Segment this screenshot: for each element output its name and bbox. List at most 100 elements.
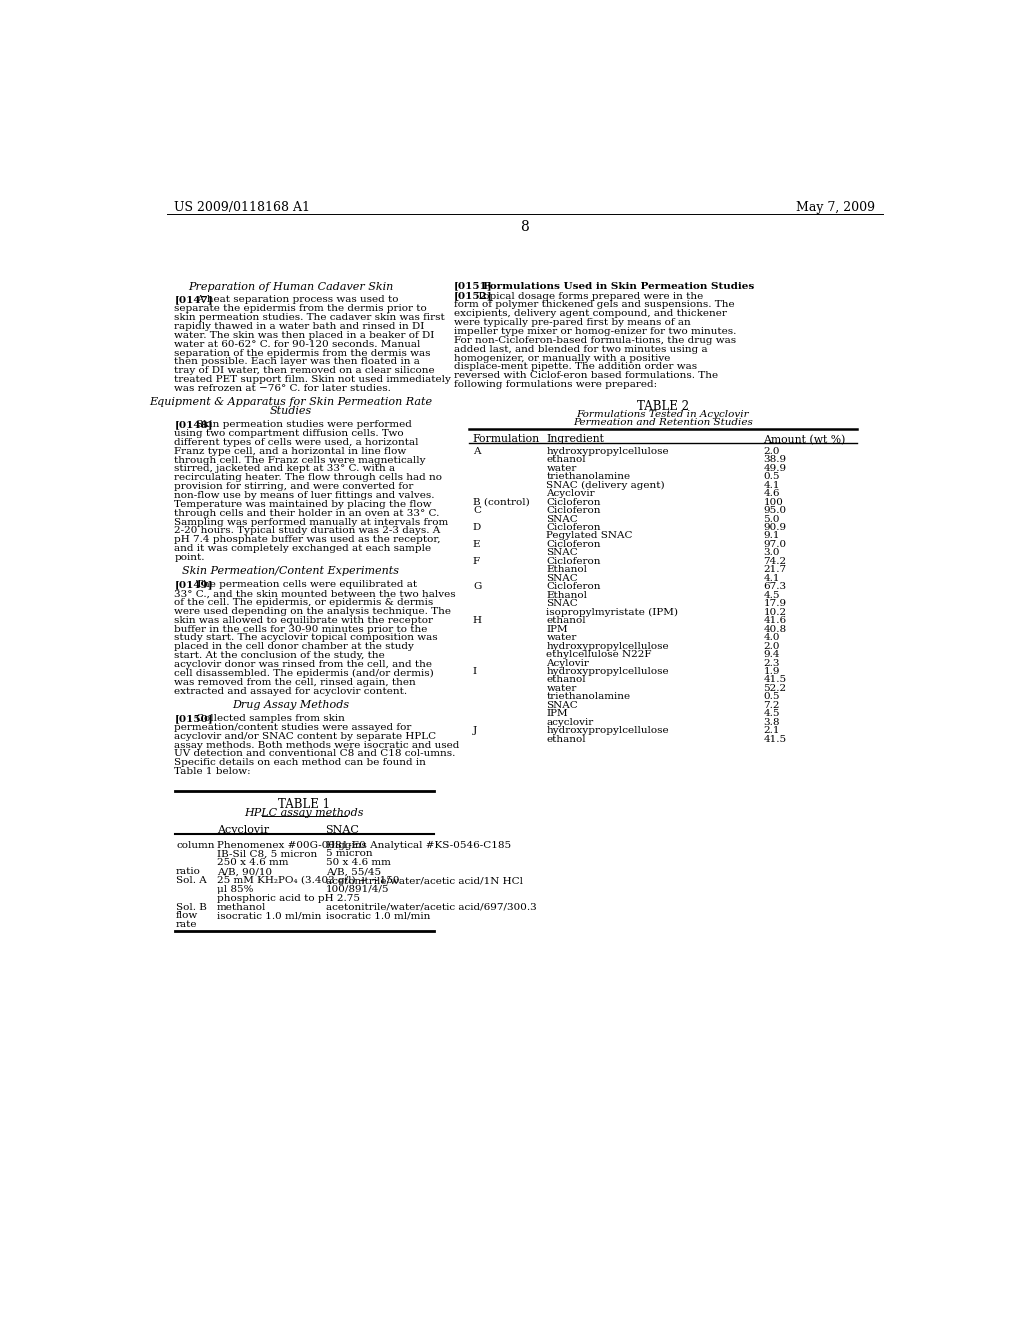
Text: Cicloferon: Cicloferon: [547, 506, 601, 515]
Text: F: F: [473, 557, 480, 566]
Text: acyclovir: acyclovir: [547, 718, 594, 727]
Text: 4.1: 4.1: [764, 574, 780, 583]
Text: Formulations Tested in Acyclovir: Formulations Tested in Acyclovir: [577, 409, 750, 418]
Text: ratio: ratio: [176, 867, 201, 876]
Text: ethanol: ethanol: [547, 455, 586, 465]
Text: was refrozen at −76° C. for later studies.: was refrozen at −76° C. for later studie…: [174, 384, 391, 393]
Text: 0.5: 0.5: [764, 473, 780, 482]
Text: homogenizer, or manually with a positive: homogenizer, or manually with a positive: [454, 354, 670, 363]
Text: 2.0: 2.0: [764, 642, 780, 651]
Text: SNAC: SNAC: [547, 515, 579, 524]
Text: 8: 8: [520, 220, 529, 234]
Text: 74.2: 74.2: [764, 557, 786, 566]
Text: separate the epidermis from the dermis prior to: separate the epidermis from the dermis p…: [174, 305, 427, 313]
Text: Drug Assay Methods: Drug Assay Methods: [232, 700, 349, 710]
Text: column: column: [176, 841, 215, 850]
Text: [0150]: [0150]: [174, 714, 213, 723]
Text: point.: point.: [174, 553, 205, 562]
Text: Amount (wt %): Amount (wt %): [764, 434, 846, 445]
Text: Studies: Studies: [269, 407, 312, 416]
Text: B (control): B (control): [473, 498, 529, 507]
Text: Skin permeation studies were performed: Skin permeation studies were performed: [197, 420, 412, 429]
Text: then possible. Each layer was then floated in a: then possible. Each layer was then float…: [174, 358, 421, 367]
Text: Equipment & Apparatus for Skin Permeation Rate: Equipment & Apparatus for Skin Permeatio…: [150, 397, 432, 408]
Text: hydroxypropylcellulose: hydroxypropylcellulose: [547, 446, 669, 455]
Text: For non-Cicloferon-based formula-tions, the drug was: For non-Cicloferon-based formula-tions, …: [454, 335, 735, 345]
Text: permeation/content studies were assayed for: permeation/content studies were assayed …: [174, 723, 412, 731]
Text: Cicloferon: Cicloferon: [547, 582, 601, 591]
Text: Ethanol: Ethanol: [547, 565, 588, 574]
Text: E: E: [473, 540, 480, 549]
Text: methanol: methanol: [217, 903, 266, 912]
Text: 50 x 4.6 mm: 50 x 4.6 mm: [326, 858, 390, 867]
Text: IPM: IPM: [547, 709, 568, 718]
Text: recirculating heater. The flow through cells had no: recirculating heater. The flow through c…: [174, 474, 442, 482]
Text: 9.1: 9.1: [764, 532, 780, 540]
Text: 1.9: 1.9: [764, 667, 780, 676]
Text: 3.0: 3.0: [764, 548, 780, 557]
Text: ethanol: ethanol: [547, 735, 586, 743]
Text: start. At the conclusion of the study, the: start. At the conclusion of the study, t…: [174, 651, 385, 660]
Text: 7.2: 7.2: [764, 701, 780, 710]
Text: displace-ment pipette. The addition order was: displace-ment pipette. The addition orde…: [454, 363, 696, 371]
Text: and it was completely exchanged at each sample: and it was completely exchanged at each …: [174, 544, 432, 553]
Text: 25 mM KH₂PO₄ (3.403 g/l) + ~150: 25 mM KH₂PO₄ (3.403 g/l) + ~150: [217, 876, 399, 886]
Text: SNAC: SNAC: [547, 701, 579, 710]
Text: IPM: IPM: [547, 624, 568, 634]
Text: SNAC: SNAC: [547, 599, 579, 609]
Text: reversed with Ciclof-eron based formulations. The: reversed with Ciclof-eron based formulat…: [454, 371, 718, 380]
Text: Collected samples from skin: Collected samples from skin: [197, 714, 345, 723]
Text: TABLE 1: TABLE 1: [279, 797, 331, 810]
Text: stirred, jacketed and kept at 33° C. with a: stirred, jacketed and kept at 33° C. wit…: [174, 465, 395, 474]
Text: Acyclovir: Acyclovir: [547, 490, 595, 498]
Text: 4.6: 4.6: [764, 490, 780, 498]
Text: A/B, 90/10: A/B, 90/10: [217, 867, 272, 876]
Text: water. The skin was then placed in a beaker of DI: water. The skin was then placed in a bea…: [174, 331, 435, 339]
Text: placed in the cell donor chamber at the study: placed in the cell donor chamber at the …: [174, 643, 415, 651]
Text: was removed from the cell, rinsed again, then: was removed from the cell, rinsed again,…: [174, 677, 416, 686]
Text: Table 1 below:: Table 1 below:: [174, 767, 251, 776]
Text: D: D: [473, 523, 481, 532]
Text: isocratic 1.0 ml/min: isocratic 1.0 ml/min: [217, 911, 322, 920]
Text: ethanol: ethanol: [547, 616, 586, 626]
Text: [0149]: [0149]: [174, 581, 213, 589]
Text: were typically pre-pared first by means of an: were typically pre-pared first by means …: [454, 318, 690, 327]
Text: A/B, 55/45: A/B, 55/45: [326, 867, 381, 876]
Text: Topical dosage forms prepared were in the: Topical dosage forms prepared were in th…: [477, 292, 703, 301]
Text: Skin Permeation/Content Experiments: Skin Permeation/Content Experiments: [182, 566, 399, 577]
Text: treated PET support film. Skin not used immediately: treated PET support film. Skin not used …: [174, 375, 452, 384]
Text: UV detection and conventional C8 and C18 col-umns.: UV detection and conventional C8 and C18…: [174, 750, 456, 759]
Text: 21.7: 21.7: [764, 565, 786, 574]
Text: hydroxypropylcellulose: hydroxypropylcellulose: [547, 726, 669, 735]
Text: May 7, 2009: May 7, 2009: [796, 201, 876, 214]
Text: through cells and their holder in an oven at 33° C.: through cells and their holder in an ove…: [174, 508, 440, 517]
Text: triethanolamine: triethanolamine: [547, 693, 631, 701]
Text: Permeation and Retention Studies: Permeation and Retention Studies: [572, 418, 753, 428]
Text: ethylcellulose N22F: ethylcellulose N22F: [547, 649, 652, 659]
Text: 67.3: 67.3: [764, 582, 786, 591]
Text: assay methods. Both methods were isocratic and used: assay methods. Both methods were isocrat…: [174, 741, 460, 750]
Text: non-flow use by means of luer fittings and valves.: non-flow use by means of luer fittings a…: [174, 491, 435, 500]
Text: μl 85%: μl 85%: [217, 884, 254, 894]
Text: 9.4: 9.4: [764, 649, 780, 659]
Text: Ethanol: Ethanol: [547, 591, 588, 599]
Text: isocratic 1.0 ml/min: isocratic 1.0 ml/min: [326, 911, 430, 920]
Text: 4.5: 4.5: [764, 591, 780, 599]
Text: SNAC: SNAC: [326, 825, 359, 836]
Text: 5.0: 5.0: [764, 515, 780, 524]
Text: acetonitrile/water/acetic acid/697/300.3: acetonitrile/water/acetic acid/697/300.3: [326, 903, 537, 912]
Text: skin was allowed to equilibrate with the receptor: skin was allowed to equilibrate with the…: [174, 615, 433, 624]
Text: acetonitrile/water/acetic acid/1N HCl: acetonitrile/water/acetic acid/1N HCl: [326, 876, 522, 884]
Text: hydroxypropylcellulose: hydroxypropylcellulose: [547, 642, 669, 651]
Text: Sol. A: Sol. A: [176, 876, 207, 884]
Text: 97.0: 97.0: [764, 540, 786, 549]
Text: pH 7.4 phosphate buffer was used as the receptor,: pH 7.4 phosphate buffer was used as the …: [174, 536, 441, 544]
Text: phosphoric acid to pH 2.75: phosphoric acid to pH 2.75: [217, 894, 360, 903]
Text: 41.5: 41.5: [764, 676, 786, 685]
Text: Cicloferon: Cicloferon: [547, 557, 601, 566]
Text: cell disassembled. The epidermis (and/or dermis): cell disassembled. The epidermis (and/or…: [174, 669, 434, 678]
Text: ethanol: ethanol: [547, 676, 586, 685]
Text: 4.0: 4.0: [764, 634, 780, 642]
Text: Cicloferon: Cicloferon: [547, 540, 601, 549]
Text: IB-Sil C8, 5 micron: IB-Sil C8, 5 micron: [217, 850, 317, 858]
